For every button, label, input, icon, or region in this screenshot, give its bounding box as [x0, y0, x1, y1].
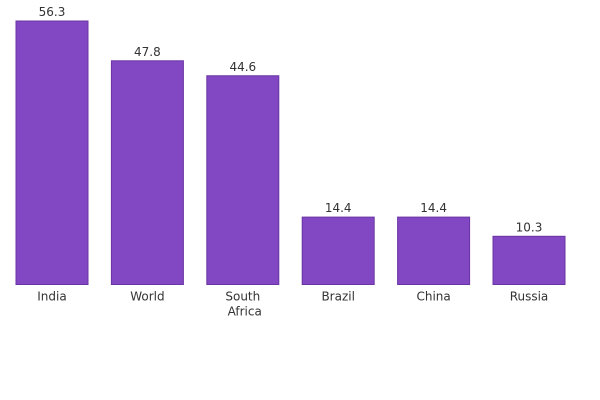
- value-label: 14.4: [325, 201, 352, 215]
- value-label: 47.8: [134, 45, 161, 59]
- bar: [206, 75, 280, 285]
- x-tick-label: China: [416, 290, 450, 304]
- x-tick-label: World: [130, 290, 164, 304]
- x-tick-label: Brazil: [321, 290, 355, 304]
- value-label: 56.3: [39, 5, 66, 19]
- value-label: 14.4: [420, 201, 447, 215]
- bar: [301, 216, 375, 286]
- x-tick-label: India: [37, 290, 66, 304]
- bar: [110, 60, 184, 286]
- bar: [397, 216, 471, 286]
- x-tick-label: Russia: [510, 290, 549, 304]
- value-label: 44.6: [229, 60, 256, 74]
- x-tick-label: South Africa: [224, 290, 262, 319]
- value-label: 10.3: [516, 220, 543, 234]
- bar: [15, 20, 89, 285]
- bar: [492, 235, 566, 286]
